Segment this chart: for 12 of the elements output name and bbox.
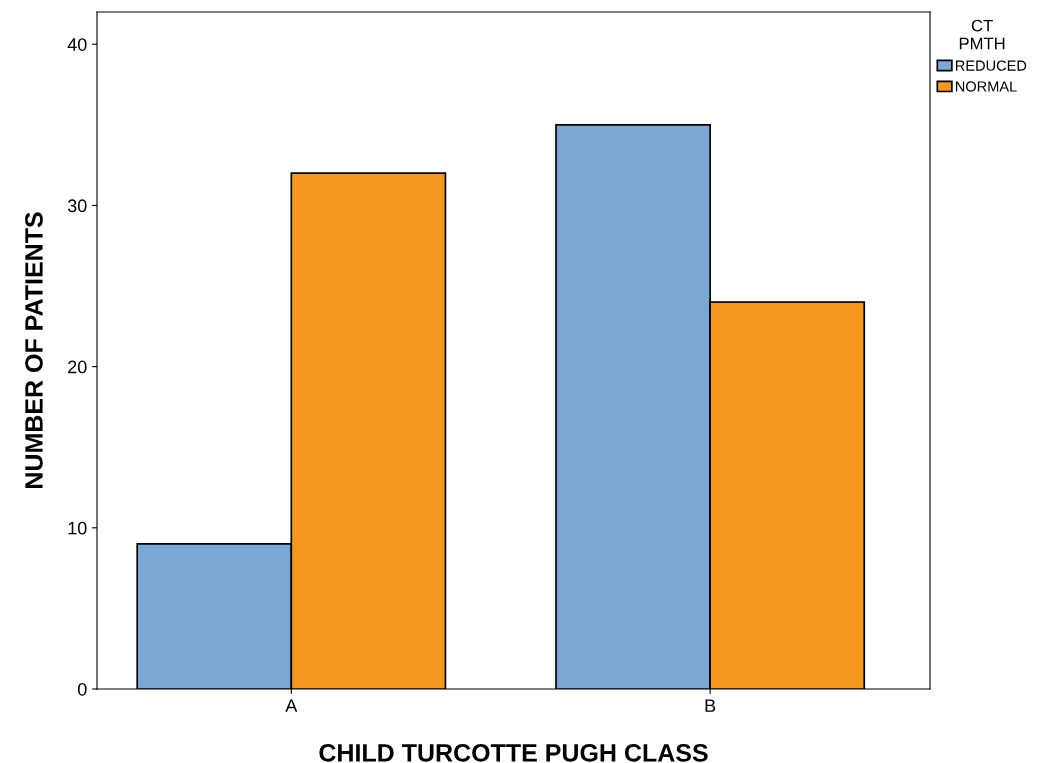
x-tick-label: B (705, 699, 716, 712)
y-tick-label: 20 (68, 360, 87, 374)
y-tick-label: 0 (77, 682, 87, 696)
y-axis-title: NUMBER OF PATIENTS (25, 212, 43, 488)
x-tick-label: A (285, 699, 298, 712)
legend-label: NORMAL (955, 81, 1017, 92)
legend-title: CT PMTH (959, 19, 1005, 50)
y-tick-label: 10 (68, 521, 87, 535)
y-tick-label: 40 (67, 38, 87, 51)
legend-label: REDUCED (955, 60, 1027, 71)
x-axis-title: CHILD TURCOTTE PUGH CLASS (319, 743, 708, 762)
y-tick-label: 30 (67, 199, 87, 213)
